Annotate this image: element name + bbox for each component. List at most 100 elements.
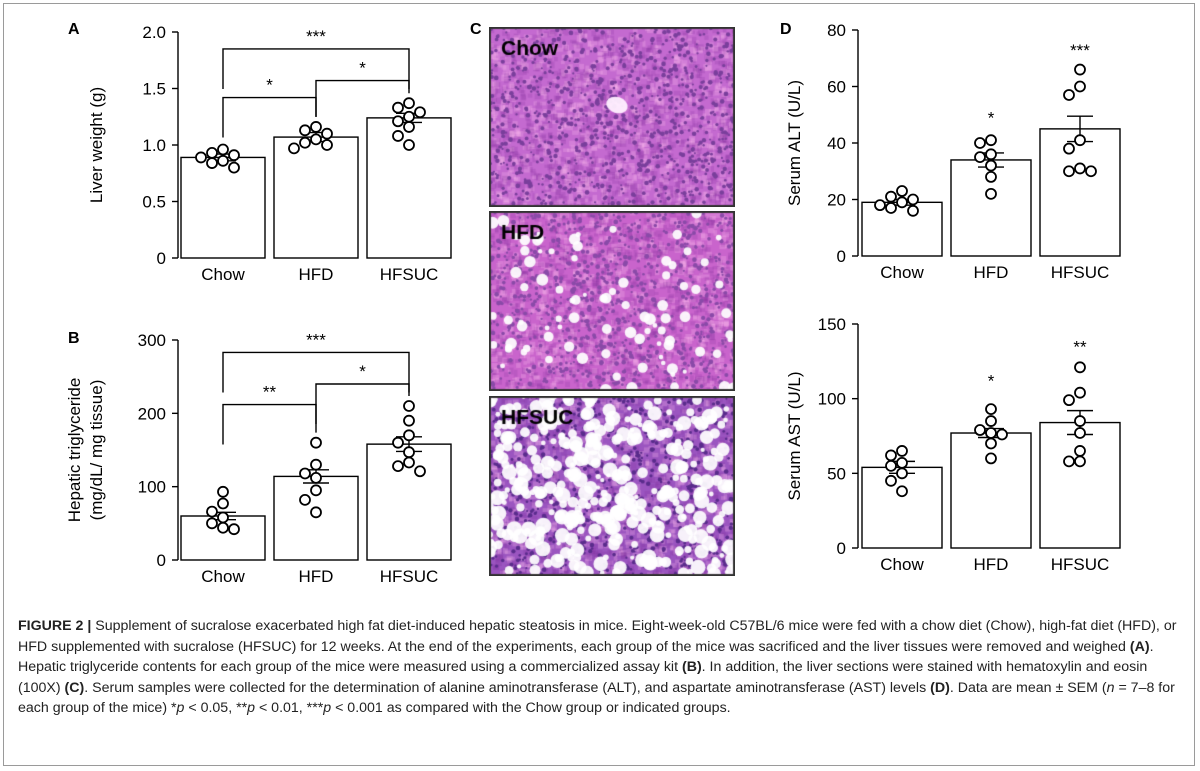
panel-letter-a: A xyxy=(68,21,80,38)
bar-hfsuc xyxy=(1039,128,1121,257)
caption-n: n xyxy=(1106,679,1115,696)
caption-ref-d: (D) xyxy=(930,679,950,696)
caption-label: FIGURE 2 | xyxy=(18,618,92,634)
y-tick-label: 1.0 xyxy=(142,136,166,155)
y-tick-label: 1.5 xyxy=(142,80,166,99)
data-point xyxy=(403,456,415,469)
data-point xyxy=(403,429,415,442)
data-point xyxy=(310,471,322,484)
data-point xyxy=(403,121,415,133)
data-point xyxy=(206,505,218,518)
data-point xyxy=(392,115,404,128)
data-point xyxy=(985,187,997,200)
data-point xyxy=(206,517,218,530)
data-point xyxy=(217,497,229,510)
caption-p-2: p xyxy=(247,700,256,717)
y-tick-label: 0.5 xyxy=(142,193,166,212)
data-point xyxy=(403,414,415,427)
data-point xyxy=(310,133,322,146)
y-tick-label: 0 xyxy=(157,249,166,268)
data-point xyxy=(974,151,986,164)
data-point xyxy=(985,415,997,427)
significance-bracket xyxy=(222,48,410,89)
data-point xyxy=(1074,415,1086,427)
y-tick-label: 50 xyxy=(827,464,846,483)
data-point xyxy=(996,428,1008,441)
data-point xyxy=(985,134,997,147)
y-tick-label: 60 xyxy=(827,78,846,97)
figure-caption: FIGURE 2 | Supplement of sucralose exace… xyxy=(18,616,1186,719)
data-point xyxy=(228,523,240,536)
data-point xyxy=(1074,80,1086,93)
data-point xyxy=(195,151,207,164)
caption-text-7: < 0.05, ** xyxy=(184,700,248,717)
data-point xyxy=(310,121,322,133)
data-point xyxy=(414,465,426,478)
panel-letter-b: B xyxy=(68,330,80,347)
data-point xyxy=(299,467,311,480)
significance-label: * xyxy=(359,59,366,78)
data-point xyxy=(392,130,404,142)
caption-text-9: < 0.001 as compared with the Chow group … xyxy=(331,700,731,717)
figure-frame xyxy=(3,3,1195,766)
data-point xyxy=(896,196,908,209)
caption-ref-b: (B) xyxy=(681,659,702,676)
x-tick-label: HFSUC xyxy=(380,265,439,284)
data-point xyxy=(310,506,322,519)
histology-image-hfsuc xyxy=(489,396,735,576)
caption-text-3: . In addition, the liver sections were s… xyxy=(18,659,1148,696)
data-point xyxy=(310,458,322,471)
caption-text-6: = 7–8 for each group of the mice) * xyxy=(18,679,1175,717)
data-point xyxy=(885,202,897,214)
data-point xyxy=(896,467,908,480)
data-point xyxy=(985,148,997,161)
y-tick-label: 200 xyxy=(138,404,166,423)
bar-chow xyxy=(861,466,943,549)
data-point xyxy=(896,485,908,498)
data-point xyxy=(414,106,426,119)
data-point xyxy=(1074,455,1086,468)
data-point xyxy=(896,185,908,197)
data-point xyxy=(985,170,997,183)
x-tick-label: Chow xyxy=(880,263,924,282)
data-point xyxy=(1063,455,1075,468)
data-point xyxy=(288,142,300,155)
significance-label: * xyxy=(359,362,366,381)
data-point xyxy=(1074,134,1086,147)
data-point xyxy=(974,137,986,149)
caption-text-1: Supplement of sucralose exacerbated high… xyxy=(18,618,1177,655)
significance-label: *** xyxy=(306,27,326,46)
data-point xyxy=(403,446,415,459)
data-point xyxy=(985,427,997,439)
x-tick-label: HFSUC xyxy=(1051,263,1110,282)
data-point xyxy=(1074,386,1086,399)
data-point xyxy=(403,97,415,110)
caption-p-3: p xyxy=(323,700,332,717)
bar-hfsuc xyxy=(366,117,452,259)
data-point xyxy=(217,143,229,156)
data-point xyxy=(1074,361,1086,374)
y-tick-label: 0 xyxy=(837,539,846,558)
y-axis-label: Hepatic triglyceride xyxy=(65,378,84,523)
significance-label: * xyxy=(988,109,995,128)
data-point xyxy=(310,436,322,449)
data-point xyxy=(896,445,908,457)
data-point xyxy=(1074,427,1086,439)
bar-chow xyxy=(180,156,266,259)
histology-image-hfd xyxy=(489,211,735,391)
caption-text-2: . Hepatic triglyceride contents for each… xyxy=(18,638,1154,676)
y-tick-label: 100 xyxy=(818,390,846,409)
caption-text-8: < 0.01, *** xyxy=(255,700,324,717)
y-tick-label: 150 xyxy=(818,315,846,334)
significance-label: *** xyxy=(306,330,326,349)
data-point xyxy=(206,157,218,169)
data-point xyxy=(1085,165,1097,178)
data-point xyxy=(299,124,311,137)
x-tick-label: HFSUC xyxy=(380,567,439,586)
data-point xyxy=(392,101,404,114)
data-point xyxy=(896,456,908,469)
